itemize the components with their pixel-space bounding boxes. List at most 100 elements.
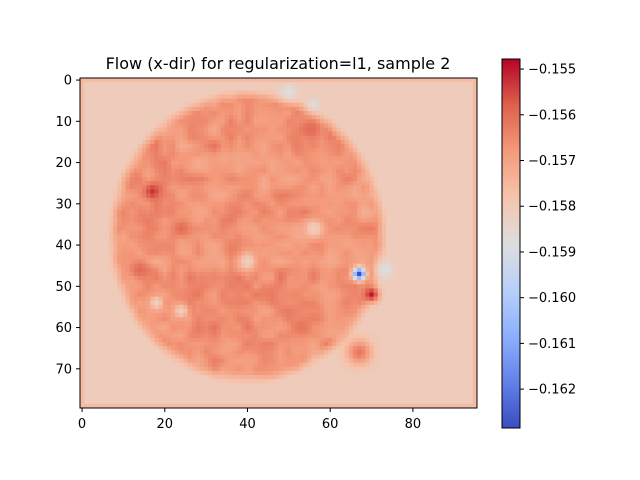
heatmap-cell (216, 181, 222, 186)
heatmap-cell (233, 177, 238, 182)
heatmap-cell (361, 210, 366, 215)
heatmap-cell (307, 185, 312, 190)
heatmap-cell (237, 102, 242, 108)
heatmap-cell (464, 218, 470, 223)
heatmap-cell (323, 82, 329, 87)
heatmap-cell (394, 139, 399, 145)
heatmap-cell (386, 271, 391, 277)
heatmap-cell (278, 193, 284, 199)
heatmap-cell (158, 197, 164, 203)
heatmap-cell (402, 111, 408, 116)
heatmap-cell (117, 230, 122, 236)
heatmap-cell (406, 123, 412, 128)
heatmap-cell (402, 98, 408, 104)
heatmap-cell (216, 210, 222, 215)
heatmap-cell (381, 156, 387, 161)
heatmap-cell (208, 160, 213, 166)
heatmap-cell (307, 280, 312, 285)
heatmap-cell (414, 148, 420, 153)
heatmap-cell (431, 86, 437, 91)
heatmap-cell (282, 86, 288, 91)
heatmap-cell (290, 98, 296, 104)
heatmap-cell (224, 181, 230, 186)
heatmap-cell (332, 226, 337, 232)
heatmap-cell (472, 127, 478, 133)
heatmap-cell (150, 115, 155, 120)
heatmap-cell (166, 135, 172, 141)
heatmap-cell (344, 102, 350, 108)
heatmap-cell (332, 267, 337, 273)
heatmap-cell (245, 263, 250, 269)
heatmap-cell (270, 238, 275, 244)
heatmap-cell (406, 214, 412, 219)
heatmap-cell (257, 82, 263, 87)
heatmap-cell (191, 82, 197, 87)
heatmap-cell (121, 135, 126, 141)
heatmap-cell (332, 156, 337, 161)
heatmap-cell (394, 189, 399, 194)
heatmap-cell (398, 177, 403, 182)
heatmap-cell (113, 238, 118, 244)
heatmap-cell (319, 94, 325, 100)
heatmap-cell (328, 234, 333, 240)
heatmap-cell (220, 276, 226, 281)
heatmap-cell (274, 152, 279, 157)
heatmap-cell (154, 189, 159, 194)
heatmap-cell (117, 210, 122, 215)
heatmap-cell (100, 222, 106, 227)
heatmap-cell (175, 193, 180, 199)
heatmap-cell (468, 177, 474, 182)
heatmap-cell (369, 156, 375, 161)
heatmap-cell (278, 181, 284, 186)
heatmap-cell (187, 263, 193, 269)
heatmap-cell (117, 139, 122, 145)
heatmap-cell (464, 247, 470, 252)
heatmap-cell (162, 115, 168, 120)
heatmap-cell (336, 172, 341, 178)
heatmap-cell (108, 210, 114, 215)
heatmap-cell (212, 111, 217, 116)
heatmap-cell (80, 230, 85, 236)
heatmap-cell (133, 185, 139, 190)
heatmap-cell (377, 106, 383, 112)
heatmap-cell (328, 119, 333, 124)
heatmap-cell (344, 238, 350, 244)
heatmap-cell (108, 131, 114, 137)
heatmap-cell (443, 201, 449, 207)
heatmap-cell (352, 156, 358, 161)
heatmap-cell (373, 144, 379, 149)
heatmap-cell (278, 172, 284, 178)
heatmap-cell (390, 185, 395, 190)
heatmap-cell (456, 82, 461, 87)
heatmap-cell (108, 98, 114, 104)
heatmap-cell (427, 102, 432, 108)
heatmap-cell (282, 238, 288, 244)
heatmap-cell (129, 222, 135, 227)
heatmap-cell (92, 201, 97, 207)
heatmap-cell (108, 156, 114, 161)
heatmap-cell (315, 280, 321, 285)
heatmap-cell (137, 185, 143, 190)
heatmap-cell (336, 111, 341, 116)
heatmap-cell (394, 251, 399, 256)
heatmap-cell (92, 210, 97, 215)
heatmap-cell (472, 218, 478, 223)
heatmap-cell (187, 94, 193, 100)
heatmap-cell (92, 94, 97, 100)
heatmap-cell (233, 288, 238, 293)
heatmap-cell (233, 135, 238, 141)
heatmap-cell (311, 284, 317, 289)
heatmap-cell (286, 106, 292, 112)
heatmap-cell (460, 127, 465, 133)
heatmap-cell (414, 189, 420, 194)
heatmap-cell (299, 164, 304, 170)
heatmap-cell (340, 90, 346, 95)
heatmap-cell (166, 148, 172, 153)
heatmap-cell (377, 168, 383, 174)
heatmap-cell (80, 123, 85, 128)
heatmap-cell (460, 131, 465, 137)
heatmap-cell (220, 111, 226, 116)
heatmap-cell (435, 276, 441, 281)
heatmap-cell (233, 144, 238, 149)
heatmap-cell (423, 276, 428, 281)
